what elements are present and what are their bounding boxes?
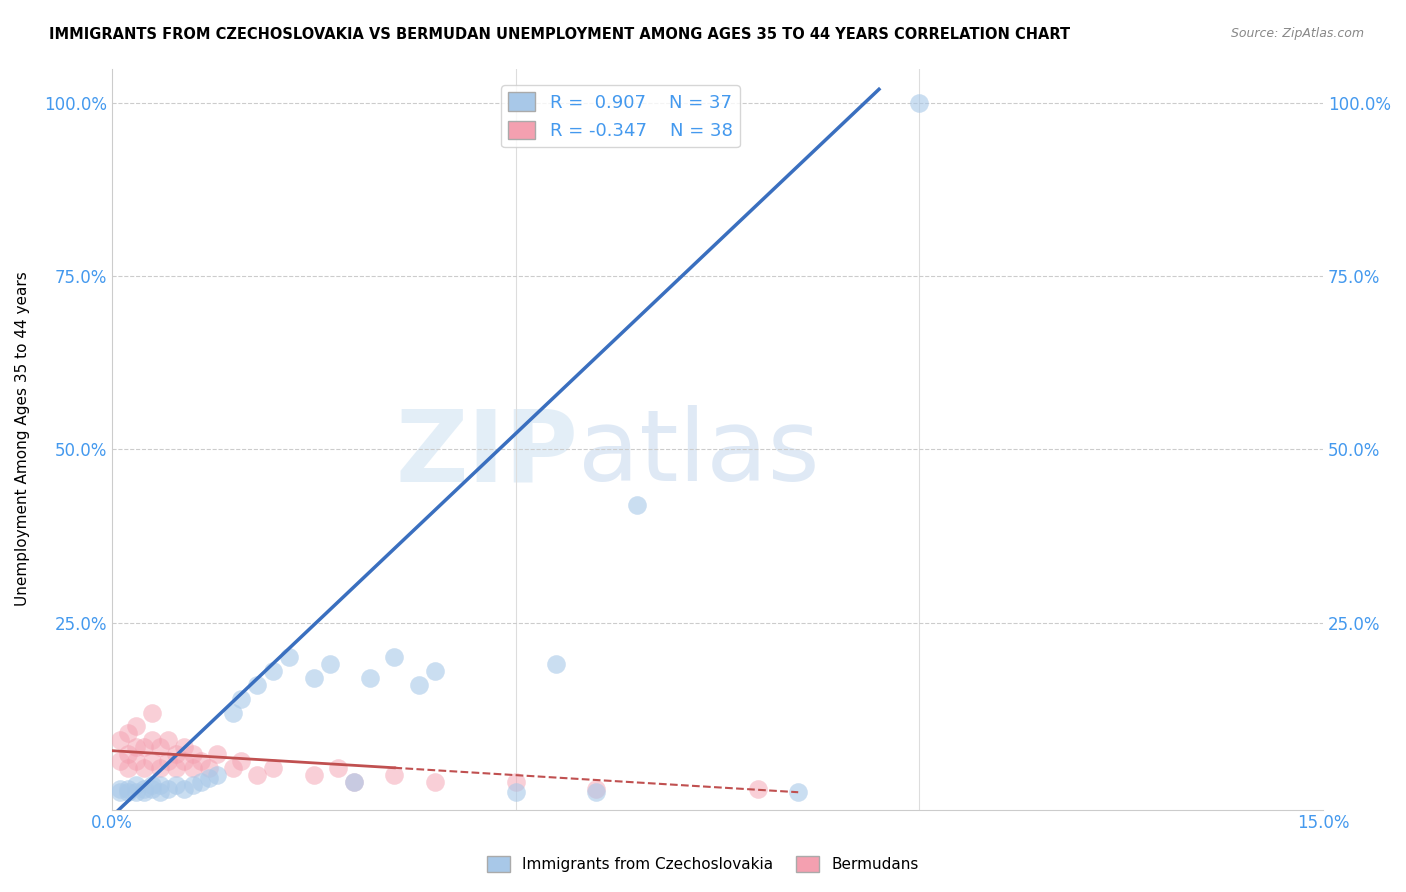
Point	[117, 726, 139, 740]
Point	[157, 781, 180, 796]
Point	[108, 785, 131, 799]
Point	[132, 761, 155, 775]
Point	[181, 778, 204, 792]
Point	[423, 664, 446, 678]
Point	[165, 778, 187, 792]
Point	[190, 754, 212, 768]
Point	[117, 781, 139, 796]
Point	[343, 774, 366, 789]
Point	[544, 657, 567, 672]
Point	[205, 747, 228, 761]
Point	[117, 747, 139, 761]
Point	[132, 740, 155, 755]
Legend: Immigrants from Czechoslovakia, Bermudans: Immigrants from Czechoslovakia, Bermudan…	[479, 848, 927, 880]
Point	[190, 774, 212, 789]
Point	[173, 754, 195, 768]
Point	[181, 747, 204, 761]
Point	[408, 678, 430, 692]
Point	[117, 761, 139, 775]
Point	[262, 664, 284, 678]
Point	[173, 781, 195, 796]
Legend: R =  0.907    N = 37, R = -0.347    N = 38: R = 0.907 N = 37, R = -0.347 N = 38	[501, 85, 740, 147]
Point	[343, 774, 366, 789]
Y-axis label: Unemployment Among Ages 35 to 44 years: Unemployment Among Ages 35 to 44 years	[15, 272, 30, 607]
Point	[384, 768, 406, 782]
Point	[197, 761, 219, 775]
Point	[319, 657, 342, 672]
Point	[108, 733, 131, 747]
Point	[125, 778, 148, 792]
Point	[505, 785, 527, 799]
Point	[132, 781, 155, 796]
Point	[359, 671, 381, 685]
Point	[165, 761, 187, 775]
Point	[262, 761, 284, 775]
Point	[125, 719, 148, 733]
Point	[125, 785, 148, 799]
Point	[149, 778, 172, 792]
Text: Source: ZipAtlas.com: Source: ZipAtlas.com	[1230, 27, 1364, 40]
Point	[585, 781, 607, 796]
Point	[157, 754, 180, 768]
Point	[149, 740, 172, 755]
Point	[165, 747, 187, 761]
Point	[157, 733, 180, 747]
Point	[141, 781, 163, 796]
Point	[229, 691, 252, 706]
Point	[423, 774, 446, 789]
Point	[149, 761, 172, 775]
Point	[908, 96, 931, 111]
Text: atlas: atlas	[578, 405, 820, 502]
Point	[108, 781, 131, 796]
Point	[141, 733, 163, 747]
Text: IMMIGRANTS FROM CZECHOSLOVAKIA VS BERMUDAN UNEMPLOYMENT AMONG AGES 35 TO 44 YEAR: IMMIGRANTS FROM CZECHOSLOVAKIA VS BERMUD…	[49, 27, 1070, 42]
Point	[246, 678, 269, 692]
Point	[246, 768, 269, 782]
Point	[787, 785, 810, 799]
Point	[302, 671, 325, 685]
Point	[132, 785, 155, 799]
Point	[173, 740, 195, 755]
Point	[585, 785, 607, 799]
Point	[125, 754, 148, 768]
Point	[384, 650, 406, 665]
Point	[747, 781, 769, 796]
Point	[229, 754, 252, 768]
Point	[302, 768, 325, 782]
Point	[117, 785, 139, 799]
Text: ZIP: ZIP	[395, 405, 578, 502]
Point	[181, 761, 204, 775]
Point	[205, 768, 228, 782]
Point	[141, 754, 163, 768]
Point	[197, 772, 219, 786]
Point	[222, 761, 245, 775]
Point	[141, 778, 163, 792]
Point	[278, 650, 301, 665]
Point	[149, 785, 172, 799]
Point	[141, 706, 163, 720]
Point	[505, 774, 527, 789]
Point	[222, 706, 245, 720]
Point	[125, 740, 148, 755]
Point	[108, 754, 131, 768]
Point	[326, 761, 349, 775]
Point	[626, 498, 648, 512]
